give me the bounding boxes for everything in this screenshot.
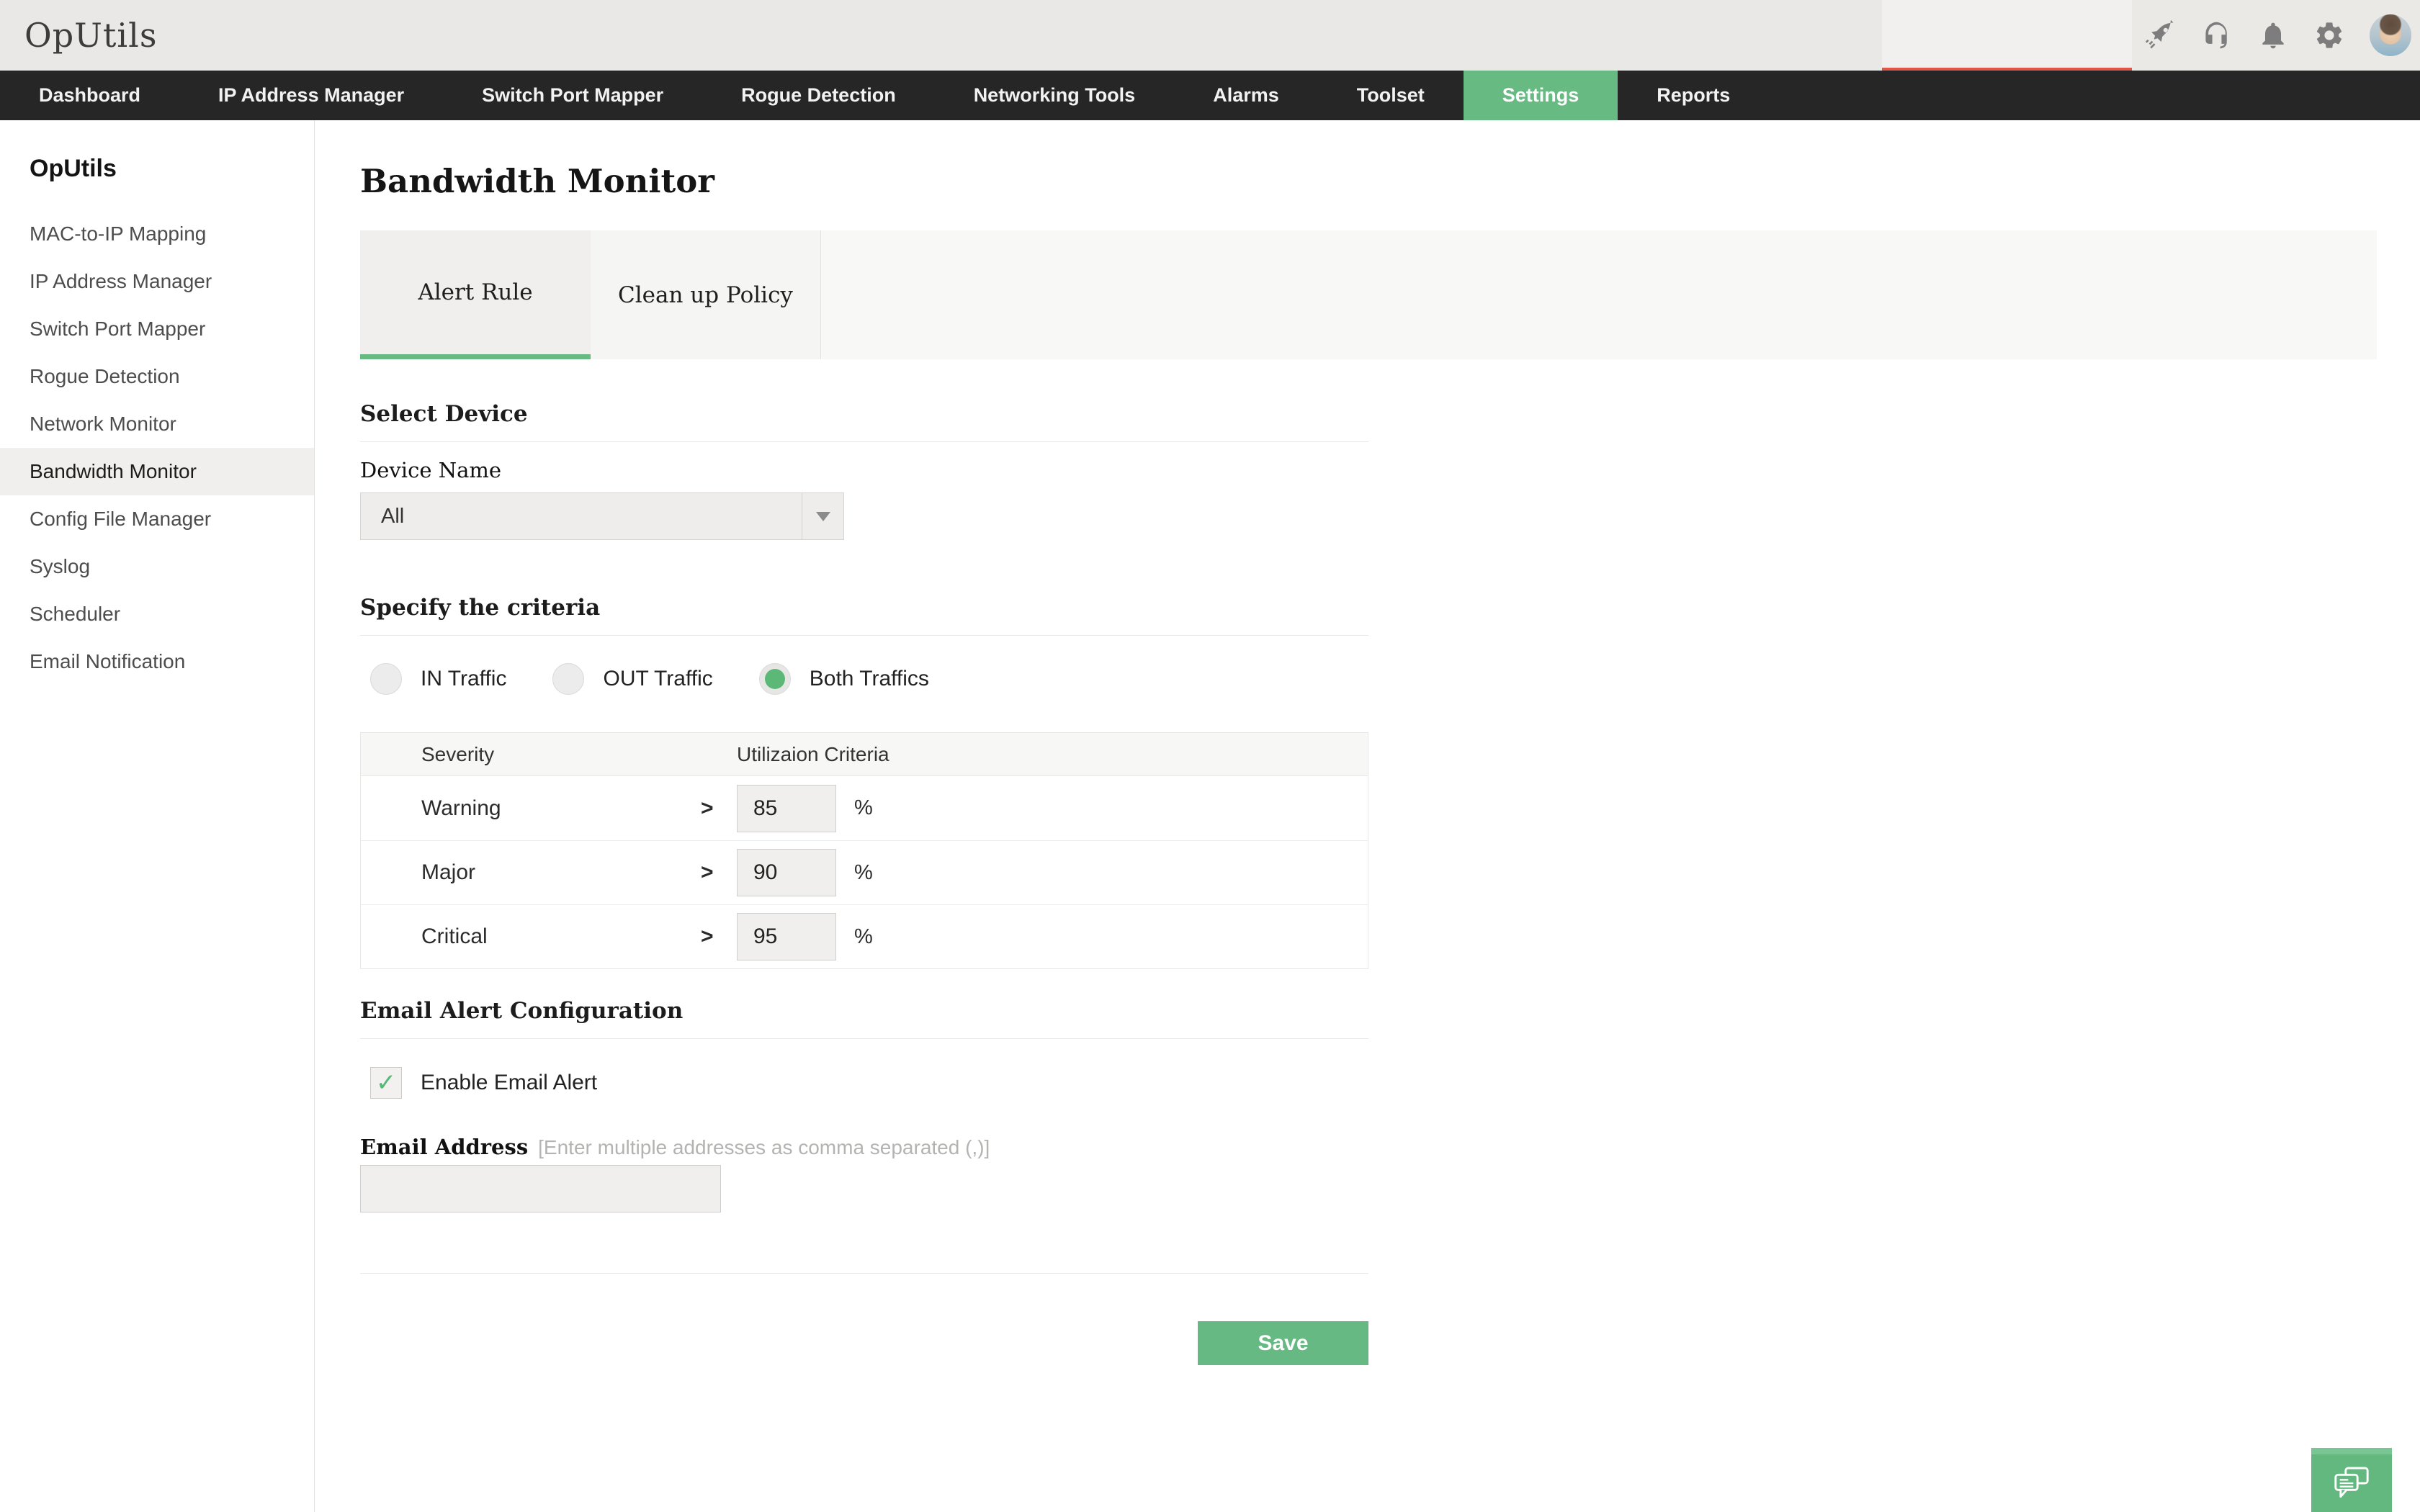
radio-in-traffic-label[interactable]: IN Traffic (421, 667, 507, 690)
sidebar-item-switch-port-mapper[interactable]: Switch Port Mapper (30, 318, 206, 340)
radio-in-traffic[interactable] (370, 663, 402, 695)
enable-email-alert-label[interactable]: Enable Email Alert (421, 1071, 598, 1094)
page-title: Bandwidth Monitor (360, 162, 714, 200)
radio-out-traffic-label[interactable]: OUT Traffic (603, 667, 713, 690)
nav-item-rogue-detection[interactable]: Rogue Detection (741, 84, 896, 106)
radio-both-traffics-label[interactable]: Both Traffics (809, 667, 929, 690)
percent-unit: % (854, 796, 873, 819)
save-button[interactable]: Save (1198, 1321, 1368, 1365)
operator-label: > (701, 924, 714, 948)
device-name-value: All (381, 505, 405, 528)
bell-icon[interactable] (2257, 19, 2289, 51)
chat-button[interactable] (2311, 1448, 2392, 1512)
radio-both-traffics[interactable] (758, 663, 791, 695)
nav-item-switch-port-mapper[interactable]: Switch Port Mapper (482, 84, 664, 106)
select-device-heading: Select Device (360, 401, 528, 427)
table-row: Warning > % (361, 776, 1368, 840)
criteria-table-header: Severity Utilizaion Criteria (361, 733, 1368, 776)
sidebar-item-bandwidth-monitor[interactable]: Bandwidth Monitor (0, 448, 314, 495)
divider (360, 441, 1368, 442)
divider (360, 635, 1368, 636)
sidebar-item-network-monitor[interactable]: Network Monitor (30, 413, 176, 435)
sidebar-item-config-file-manager[interactable]: Config File Manager (30, 508, 212, 530)
email-address-hint: [Enter multiple addresses as comma separ… (538, 1136, 990, 1158)
utilization-column-header: Utilizaion Criteria (737, 742, 889, 765)
main-nav: Dashboard IP Address Manager Switch Port… (0, 71, 2420, 120)
severity-column-header: Severity (421, 742, 495, 765)
sidebar-item-ip-address-manager[interactable]: IP Address Manager (30, 270, 212, 292)
percent-unit: % (854, 924, 873, 948)
tab-bar: Alert Rule Clean up Policy (360, 230, 2377, 359)
major-threshold-input[interactable] (737, 849, 836, 896)
critical-threshold-input[interactable] (737, 913, 836, 960)
severity-label: Warning (421, 796, 501, 820)
radio-out-traffic[interactable] (552, 663, 585, 695)
device-name-select[interactable]: All (360, 492, 844, 540)
sidebar-item-email-notification[interactable]: Email Notification (30, 650, 186, 672)
header-toolbar (2132, 0, 2420, 71)
criteria-table: Severity Utilizaion Criteria Warning > %… (360, 732, 1368, 969)
nav-item-settings[interactable]: Settings (1463, 71, 1618, 120)
sidebar-item-rogue-detection[interactable]: Rogue Detection (30, 365, 180, 387)
email-address-label: Email Address (360, 1135, 529, 1159)
nav-item-dashboard[interactable]: Dashboard (39, 84, 141, 106)
operator-label: > (701, 796, 714, 820)
tab-clean-up-policy[interactable]: Clean up Policy (591, 230, 821, 359)
criteria-heading: Specify the criteria (360, 595, 601, 621)
sidebar-item-scheduler[interactable]: Scheduler (30, 603, 121, 625)
app-header: OpUtils (0, 0, 2420, 71)
tab-alert-rule-label: Alert Rule (418, 279, 533, 305)
nav-item-toolset[interactable]: Toolset (1356, 84, 1425, 106)
sidebar-title: OpUtils (30, 155, 117, 182)
nav-item-alarms[interactable]: Alarms (1213, 84, 1279, 106)
app-logo: OpUtils (24, 16, 158, 55)
device-name-label: Device Name (360, 458, 502, 482)
table-row: Major > % (361, 840, 1368, 904)
rocket-icon[interactable] (2145, 19, 2177, 51)
divider (360, 1038, 1368, 1039)
user-avatar[interactable] (2370, 14, 2411, 56)
email-config-heading: Email Alert Configuration (360, 998, 684, 1024)
warning-threshold-input[interactable] (737, 784, 836, 832)
main-content: Bandwidth Monitor Alert Rule Clean up Po… (315, 120, 2420, 1512)
nav-item-ip-address-manager[interactable]: IP Address Manager (218, 84, 405, 106)
sidebar-item-mac-to-ip-mapping[interactable]: MAC-to-IP Mapping (30, 222, 207, 245)
sidebar: OpUtils MAC-to-IP Mapping IP Address Man… (0, 120, 315, 1512)
headset-icon[interactable] (2201, 19, 2233, 51)
table-row: Critical > % (361, 904, 1368, 968)
traffic-radio-group: IN Traffic OUT Traffic Both Traffics (360, 663, 1368, 695)
email-address-input[interactable] (360, 1165, 721, 1212)
tab-clean-up-policy-label: Clean up Policy (618, 282, 793, 308)
chat-bubbles-icon (2334, 1467, 2369, 1498)
checkmark-icon: ✓ (375, 1069, 397, 1097)
nav-item-networking-tools[interactable]: Networking Tools (973, 84, 1136, 106)
chevron-down-icon[interactable] (802, 493, 843, 539)
tab-alert-rule[interactable]: Alert Rule (360, 230, 591, 359)
gear-icon[interactable] (2313, 19, 2345, 51)
header-accent-panel (1882, 0, 2132, 71)
severity-label: Major (421, 860, 476, 884)
enable-email-alert-checkbox[interactable]: ✓ (370, 1067, 402, 1099)
percent-unit: % (854, 860, 873, 884)
severity-label: Critical (421, 924, 488, 948)
operator-label: > (701, 860, 714, 884)
nav-item-reports[interactable]: Reports (1657, 84, 1731, 106)
divider (360, 1273, 1368, 1274)
sidebar-item-syslog[interactable]: Syslog (30, 555, 91, 577)
